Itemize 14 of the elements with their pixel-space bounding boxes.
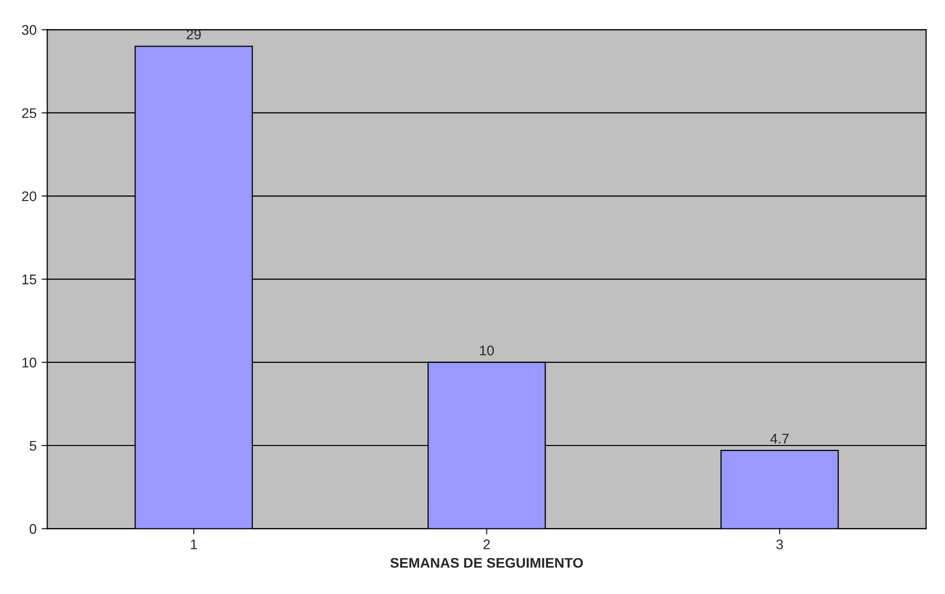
y-tick-label: 10 (22, 358, 36, 368)
y-tick-label: 25 (22, 108, 36, 118)
y-tick-label: 20 (22, 191, 36, 202)
data-label: 4.7 (770, 434, 789, 444)
y-tick-label: 0 (30, 524, 36, 534)
x-tick-label: 2 (484, 539, 490, 550)
y-tick-label: 5 (30, 440, 36, 451)
x-tick-label: 1 (190, 540, 197, 550)
data-label: 10 (480, 346, 494, 356)
x-tick-label: 3 (776, 539, 783, 550)
data-label: 29 (186, 30, 201, 40)
y-tick-label: 15 (22, 274, 36, 284)
y-tick-label: 30 (22, 25, 36, 35)
x-axis-title: SEMANAS DE SEGUIMIENTO (390, 558, 583, 568)
